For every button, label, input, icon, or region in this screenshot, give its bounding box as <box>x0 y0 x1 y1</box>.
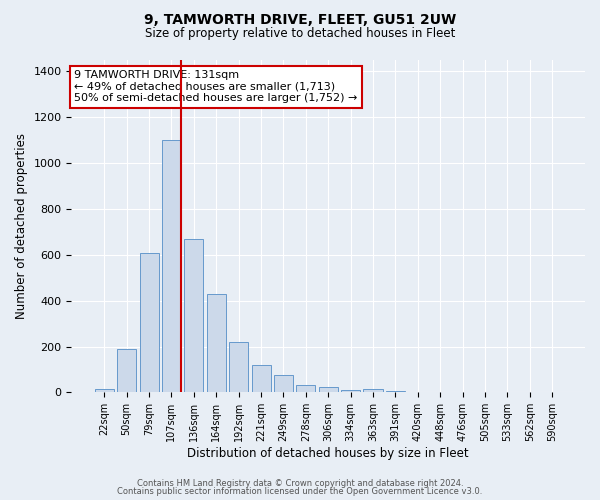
Bar <box>364 390 383 392</box>
Bar <box>274 375 293 392</box>
Bar <box>184 239 203 392</box>
Bar <box>117 349 136 393</box>
Y-axis label: Number of detached properties: Number of detached properties <box>15 133 28 319</box>
Text: 9, TAMWORTH DRIVE, FLEET, GU51 2UW: 9, TAMWORTH DRIVE, FLEET, GU51 2UW <box>144 12 456 26</box>
Text: Contains HM Land Registry data © Crown copyright and database right 2024.: Contains HM Land Registry data © Crown c… <box>137 478 463 488</box>
Bar <box>229 342 248 392</box>
X-axis label: Distribution of detached houses by size in Fleet: Distribution of detached houses by size … <box>187 447 469 460</box>
Bar <box>207 294 226 392</box>
Text: 9 TAMWORTH DRIVE: 131sqm
← 49% of detached houses are smaller (1,713)
50% of sem: 9 TAMWORTH DRIVE: 131sqm ← 49% of detach… <box>74 70 358 103</box>
Bar <box>386 391 405 392</box>
Bar <box>296 386 316 392</box>
Bar <box>319 386 338 392</box>
Text: Size of property relative to detached houses in Fleet: Size of property relative to detached ho… <box>145 28 455 40</box>
Bar <box>341 390 360 392</box>
Bar <box>140 252 158 392</box>
Bar <box>162 140 181 392</box>
Bar <box>95 389 114 392</box>
Bar <box>251 365 271 392</box>
Text: Contains public sector information licensed under the Open Government Licence v3: Contains public sector information licen… <box>118 487 482 496</box>
